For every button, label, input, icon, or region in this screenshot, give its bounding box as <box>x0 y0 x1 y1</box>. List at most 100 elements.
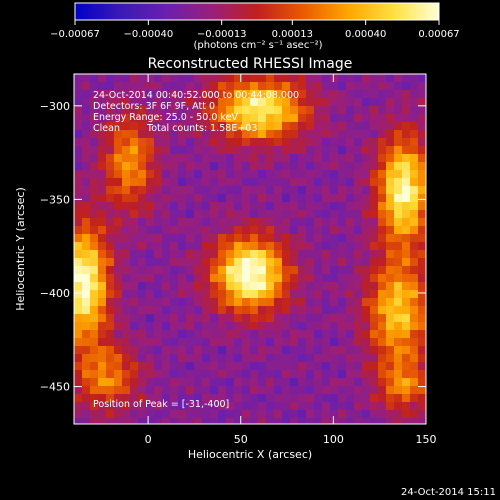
heatmap-cell <box>298 274 307 283</box>
heatmap-cell <box>218 138 227 147</box>
heatmap-cell <box>74 194 83 203</box>
heatmap-cell <box>314 114 323 123</box>
heatmap-cell <box>90 98 99 107</box>
heatmap-cell <box>74 346 83 355</box>
heatmap-cell <box>194 226 203 235</box>
heatmap-cell <box>274 210 283 219</box>
heatmap-cell <box>362 154 371 163</box>
heatmap-cell <box>410 314 419 323</box>
heatmap-cell <box>122 82 131 91</box>
heatmap-cell <box>338 186 347 195</box>
heatmap-cell <box>170 306 179 315</box>
heatmap-cell <box>306 138 315 147</box>
heatmap-cell <box>130 314 139 323</box>
heatmap-cell <box>354 194 363 203</box>
heatmap-cell <box>146 146 155 155</box>
heatmap-cell <box>418 210 426 219</box>
heatmap-cell <box>322 266 331 275</box>
heatmap-cell <box>138 298 147 307</box>
heatmap-cell <box>178 410 187 419</box>
heatmap-cell <box>130 122 139 131</box>
heatmap-cell <box>418 274 426 283</box>
heatmap-cell <box>170 370 179 379</box>
heatmap-cell <box>386 242 395 251</box>
heatmap-cell <box>330 258 339 267</box>
heatmap-cell <box>370 338 379 347</box>
heatmap-cell <box>258 146 267 155</box>
heatmap-cell <box>122 154 131 163</box>
heatmap-cell <box>122 378 131 387</box>
heatmap-cell <box>114 218 123 227</box>
heatmap-cell <box>218 266 227 275</box>
heatmap-cell <box>82 410 91 419</box>
heatmap-cell <box>250 98 259 107</box>
heatmap-cell <box>394 146 403 155</box>
heatmap-cell <box>394 82 403 91</box>
heatmap-cell <box>242 242 251 251</box>
heatmap-cell <box>234 98 243 107</box>
heatmap-cell <box>330 354 339 363</box>
heatmap-cell <box>106 410 115 419</box>
heatmap-cell <box>130 218 139 227</box>
heatmap-cell <box>226 274 235 283</box>
heatmap-cell <box>354 82 363 91</box>
heatmap-cell <box>242 250 251 259</box>
heatmap-cell <box>218 330 227 339</box>
heatmap-cell <box>122 74 131 83</box>
heatmap-cell <box>170 226 179 235</box>
heatmap-cell <box>322 186 331 195</box>
heatmap-cell <box>154 290 163 299</box>
plot-frame <box>73 73 427 425</box>
heatmap-cell <box>314 346 323 355</box>
heatmap-cell <box>306 170 315 179</box>
heatmap-cell <box>346 274 355 283</box>
heatmap-cell <box>74 314 83 323</box>
heatmap-cell <box>338 386 347 395</box>
heatmap-cell <box>122 394 131 403</box>
heatmap-cell <box>90 138 99 147</box>
heatmap-cell <box>266 282 275 291</box>
heatmap-cell <box>74 378 83 387</box>
heatmap-cell <box>274 266 283 275</box>
heatmap-cell <box>90 210 99 219</box>
heatmap-cell <box>74 266 83 275</box>
heatmap-cell <box>186 330 195 339</box>
heatmap-cell <box>354 74 363 83</box>
heatmap-cell <box>274 202 283 211</box>
heatmap-cell <box>370 146 379 155</box>
heatmap-cell <box>266 202 275 211</box>
heatmap-cell <box>410 338 419 347</box>
heatmap-cell <box>282 242 291 251</box>
heatmap-cell <box>290 258 299 267</box>
heatmap-cell <box>330 154 339 163</box>
heatmap-cell <box>130 354 139 363</box>
heatmap-cell <box>170 218 179 227</box>
heatmap-cell <box>98 178 107 187</box>
heatmap-cell <box>258 370 267 379</box>
heatmap-cell <box>98 170 107 179</box>
heatmap-cell <box>178 106 187 115</box>
heatmap-cell <box>194 234 203 243</box>
heatmap-cell <box>122 306 131 315</box>
heatmap-cell <box>282 362 291 371</box>
heatmap-cell <box>306 178 315 187</box>
heatmap-cell <box>234 186 243 195</box>
heatmap-cell <box>162 394 171 403</box>
heatmap-cell <box>282 90 291 99</box>
heatmap-cell <box>282 178 291 187</box>
heatmap-cell <box>202 274 211 283</box>
heatmap-cell <box>330 138 339 147</box>
heatmap-cell <box>130 322 139 331</box>
heatmap-cell <box>258 106 267 115</box>
heatmap-cell <box>290 402 299 411</box>
heatmap-cell <box>178 418 187 424</box>
heatmap-cell <box>90 162 99 171</box>
heatmap-cell <box>154 370 163 379</box>
heatmap-cell <box>338 226 347 235</box>
heatmap-cell <box>170 354 179 363</box>
heatmap-cell <box>314 314 323 323</box>
heatmap-cell <box>370 258 379 267</box>
heatmap-cell <box>298 242 307 251</box>
heatmap-cell <box>402 346 411 355</box>
heatmap-cell <box>274 362 283 371</box>
